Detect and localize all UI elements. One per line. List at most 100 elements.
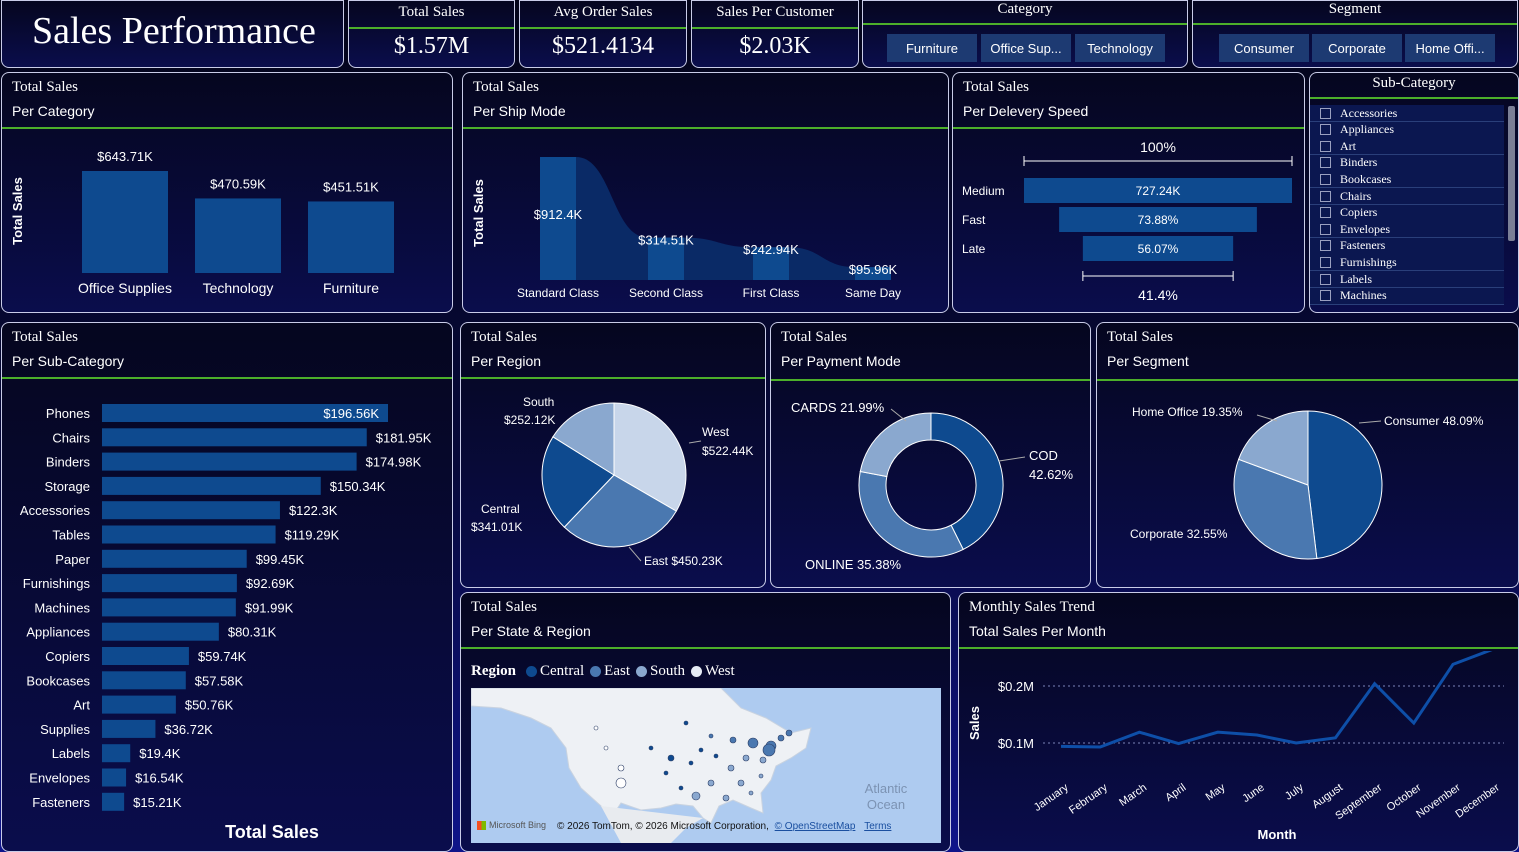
- slicer-scrollbar[interactable]: [1508, 106, 1515, 241]
- subcategory-item-copiers[interactable]: Copiers: [1320, 205, 1377, 221]
- category-bar[interactable]: [195, 198, 281, 273]
- subcategory-item-labels[interactable]: Labels: [1320, 271, 1372, 287]
- state-bubble[interactable]: [713, 753, 719, 759]
- subcategory-item-accessories[interactable]: Accessories: [1320, 105, 1397, 121]
- legend-item-west[interactable]: West: [705, 663, 735, 679]
- subcategory-item-binders[interactable]: Binders: [1320, 155, 1377, 171]
- subcategory-bar[interactable]: [102, 574, 237, 593]
- segment-pie-slice[interactable]: [1237, 410, 1309, 486]
- state-bubble[interactable]: [742, 754, 750, 762]
- funnel-bar[interactable]: [1059, 207, 1257, 232]
- state-bubble[interactable]: [648, 745, 654, 751]
- trend-line[interactable]: [1060, 651, 1493, 749]
- category-bar[interactable]: [82, 171, 168, 273]
- state-bubble[interactable]: [678, 785, 684, 791]
- state-bubble[interactable]: [683, 720, 689, 726]
- checkbox[interactable]: [1320, 107, 1331, 119]
- subcategory-bar[interactable]: [102, 744, 131, 763]
- subcategory-item-art[interactable]: Art: [1320, 138, 1356, 154]
- checkbox[interactable]: [1320, 207, 1331, 219]
- osm-link[interactable]: © OpenStreetMap: [774, 821, 856, 832]
- state-bubble[interactable]: [758, 773, 764, 779]
- subcategory-bar[interactable]: [102, 476, 321, 495]
- checkbox[interactable]: [1320, 240, 1331, 252]
- legend-item-central[interactable]: Central: [540, 663, 585, 679]
- subcategory-bar[interactable]: [102, 598, 236, 617]
- subcategory-bar[interactable]: [102, 501, 280, 520]
- checkbox[interactable]: [1320, 124, 1331, 136]
- checkbox[interactable]: [1320, 173, 1331, 185]
- subcategory-item-fasteners[interactable]: Fasteners: [1320, 238, 1385, 254]
- state-bubble[interactable]: [667, 754, 675, 762]
- state-bubble[interactable]: [722, 794, 730, 802]
- state-bubble[interactable]: [615, 777, 627, 789]
- payment-donut-slice[interactable]: [930, 412, 1004, 551]
- subcategory-bar[interactable]: [102, 719, 156, 738]
- state-bubble[interactable]: [708, 733, 714, 739]
- state-bubble[interactable]: [748, 790, 754, 796]
- payment-donut-slice[interactable]: [858, 470, 964, 558]
- subcategory-item-furnishings[interactable]: Furnishings: [1320, 254, 1397, 270]
- terms-link[interactable]: Terms: [864, 821, 892, 832]
- state-bubble[interactable]: [747, 737, 759, 749]
- segment-option-consumer[interactable]: Consumer: [1219, 34, 1309, 62]
- segment-pie-slice[interactable]: [1307, 410, 1383, 560]
- subcategory-bar[interactable]: [102, 695, 176, 714]
- subcategory-item-envelopes[interactable]: Envelopes: [1320, 221, 1390, 237]
- subcategory-bar[interactable]: [102, 452, 357, 471]
- region-pie-slice[interactable]: [613, 402, 687, 512]
- subcategory-bar[interactable]: [102, 671, 186, 690]
- shipmode-bar[interactable]: [753, 247, 789, 280]
- region-pie-slice[interactable]: [552, 402, 615, 476]
- checkbox[interactable]: [1320, 190, 1331, 202]
- checkbox[interactable]: [1320, 157, 1331, 169]
- legend-item-south[interactable]: South: [649, 663, 685, 679]
- state-bubble[interactable]: [617, 764, 625, 772]
- subcategory-bar[interactable]: [102, 525, 276, 544]
- subcategory-bar[interactable]: [102, 792, 125, 811]
- segment-option-home-office[interactable]: Home Offi...: [1405, 34, 1495, 62]
- subcategory-bar[interactable]: [102, 428, 367, 447]
- subcategory-bar[interactable]: [102, 404, 388, 422]
- subcategory-item-bookcases[interactable]: Bookcases: [1320, 171, 1391, 187]
- shipmode-bar[interactable]: [855, 267, 891, 280]
- subcategory-item-chairs[interactable]: Chairs: [1320, 188, 1371, 204]
- state-bubble[interactable]: [707, 779, 715, 787]
- category-bar[interactable]: [308, 201, 394, 273]
- subcategory-item-appliances[interactable]: Appliances: [1320, 122, 1394, 138]
- state-bubble[interactable]: [688, 760, 694, 766]
- state-bubble[interactable]: [603, 745, 609, 751]
- category-option-furniture[interactable]: Furniture: [887, 34, 977, 62]
- funnel-bar[interactable]: [1082, 236, 1234, 261]
- state-bubble[interactable]: [593, 725, 599, 731]
- checkbox[interactable]: [1320, 223, 1331, 235]
- payment-donut-slice[interactable]: [859, 412, 932, 478]
- checkbox[interactable]: [1320, 290, 1331, 302]
- segment-option-corporate[interactable]: Corporate: [1312, 34, 1402, 62]
- state-bubble[interactable]: [759, 756, 767, 764]
- state-bubble[interactable]: [785, 729, 793, 737]
- checkbox[interactable]: [1320, 140, 1331, 152]
- state-bubble[interactable]: [698, 747, 704, 753]
- legend-item-east[interactable]: East: [604, 663, 630, 679]
- state-bubble[interactable]: [737, 779, 745, 787]
- subcategory-bar[interactable]: [102, 768, 127, 787]
- subcategory-bar[interactable]: [102, 549, 247, 568]
- segment-pie-slice[interactable]: [1233, 458, 1318, 560]
- state-bubble[interactable]: [727, 764, 735, 772]
- region-pie-slice[interactable]: [541, 436, 615, 528]
- shipmode-bar[interactable]: [648, 237, 684, 280]
- state-bubble[interactable]: [729, 736, 737, 744]
- subcategory-item-machines[interactable]: Machines: [1320, 288, 1387, 304]
- shipmode-bar[interactable]: [540, 157, 576, 280]
- state-bubble[interactable]: [777, 734, 785, 742]
- state-bubble[interactable]: [691, 791, 701, 801]
- state-bubble[interactable]: [762, 743, 776, 757]
- checkbox[interactable]: [1320, 256, 1331, 268]
- category-option-technology[interactable]: Technology: [1075, 34, 1165, 62]
- category-option-office-supplies[interactable]: Office Sup...: [981, 34, 1071, 62]
- state-bubble[interactable]: [663, 770, 669, 776]
- funnel-bar[interactable]: [1024, 178, 1292, 203]
- checkbox[interactable]: [1320, 273, 1331, 285]
- region-pie-slice[interactable]: [563, 474, 677, 548]
